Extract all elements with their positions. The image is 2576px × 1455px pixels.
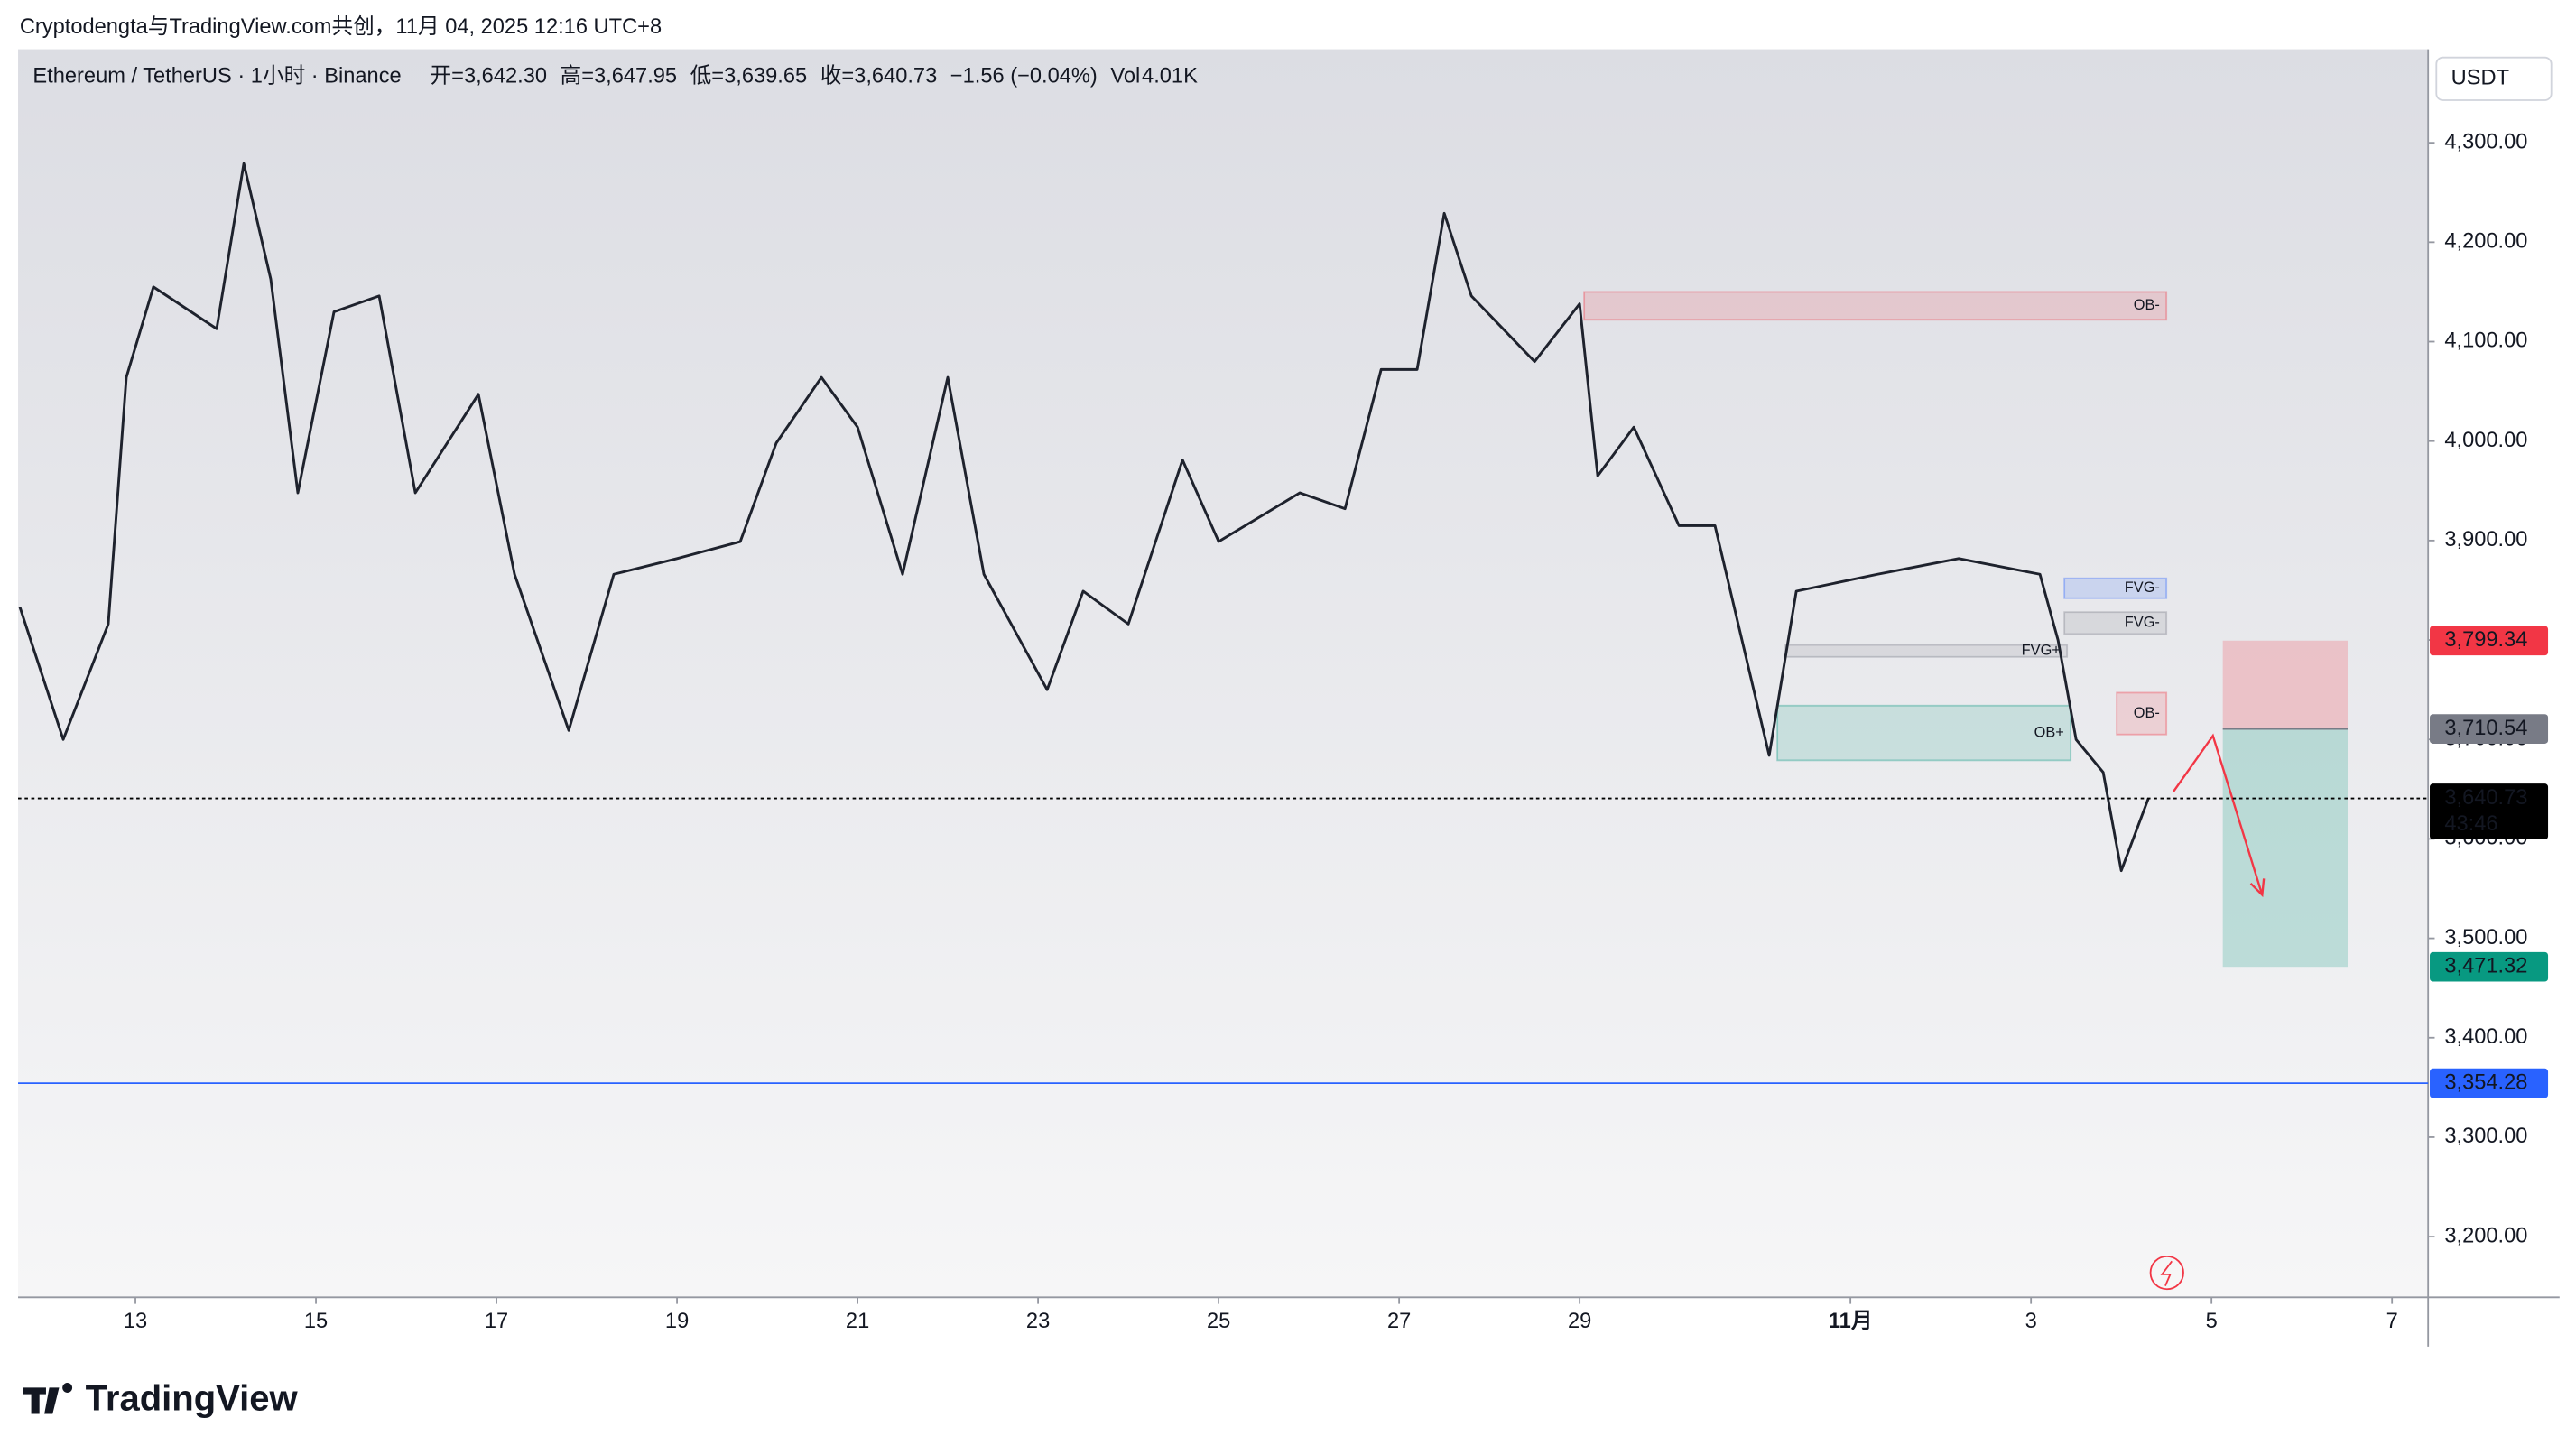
- x-tick-label: 11月: [1829, 1310, 1873, 1333]
- x-tick-label: 21: [846, 1310, 869, 1333]
- level-price-label: 3,354.28: [2444, 1070, 2527, 1094]
- ohlc-legend: −1.56 (−0.04%): [950, 65, 1098, 88]
- x-tick-label: 15: [304, 1310, 328, 1333]
- x-tick-label: 19: [665, 1310, 689, 1333]
- level-price-label: 3,710.54: [2444, 717, 2527, 740]
- y-tick-label: 4,100.00: [2444, 329, 2527, 353]
- volume-legend-label: Vol: [1110, 65, 1140, 88]
- logo: TradingView: [23, 1379, 299, 1419]
- y-tick-label: 3,300.00: [2444, 1125, 2527, 1148]
- y-tick-label: 3,500.00: [2444, 926, 2527, 950]
- y-tick-label: 3,900.00: [2444, 528, 2527, 551]
- replay-icon[interactable]: [2149, 1255, 2184, 1291]
- y-tick-label: 3,200.00: [2444, 1224, 2527, 1247]
- zone-label: FVG-: [2125, 615, 2160, 631]
- y-tick-label: 4,200.00: [2444, 230, 2527, 254]
- zone-label: OB-: [2134, 297, 2160, 313]
- x-tick-label: 3: [2025, 1310, 2037, 1333]
- level-price-tag: [2430, 1068, 2549, 1098]
- projection-arrow: [2173, 733, 2266, 898]
- volume-legend-value: 4.01K: [1142, 65, 1198, 88]
- zone: [1776, 704, 2072, 762]
- y-tick-label: 4,300.00: [2444, 130, 2527, 153]
- ohlc-legend: 收=3,640.73: [820, 64, 938, 88]
- zone-label: FVG-: [2125, 579, 2160, 596]
- zone: [2063, 577, 2168, 599]
- zone: [1583, 291, 2168, 321]
- level-price-tag: [2430, 951, 2549, 982]
- x-tick-label: 29: [1568, 1310, 1591, 1333]
- zone-label: FVG+: [2022, 642, 2061, 658]
- level-price-label: 3,640.73: [2444, 786, 2527, 810]
- currency-button[interactable]: [2435, 56, 2553, 101]
- ohlc-legend: 低=3,639.65: [690, 64, 808, 88]
- zone: [2063, 611, 2168, 635]
- logo-icon: [23, 1383, 73, 1414]
- replay-icon-bolt: [2160, 1260, 2173, 1286]
- x-tick-label: 5: [2206, 1310, 2218, 1333]
- y-tick-label: 3,400.00: [2444, 1025, 2527, 1049]
- symbol-legend: Ethereum / TetherUS · 1小时 · Binance: [32, 64, 401, 88]
- plot-background: [18, 49, 2429, 1298]
- level-price-label: 3,799.34: [2444, 628, 2527, 652]
- zone: [2116, 691, 2168, 736]
- level-price-tag: [2430, 783, 2549, 840]
- position-target: [2222, 728, 2348, 968]
- level-countdown: 43:46: [2444, 812, 2497, 836]
- currency-button-label[interactable]: USDT: [2451, 67, 2509, 90]
- x-tick-label: 27: [1387, 1310, 1411, 1333]
- logo-text: TradingView: [86, 1379, 299, 1419]
- position-stop: [2222, 640, 2348, 729]
- y-tick-label: 4,000.00: [2444, 429, 2527, 452]
- zone-label: OB+: [2034, 724, 2064, 740]
- zone-label: OB-: [2134, 705, 2160, 721]
- x-tick-label: 7: [2386, 1310, 2398, 1333]
- x-tick-label: 25: [1207, 1310, 1230, 1333]
- price-line: [18, 162, 2150, 873]
- header: Cryptodengta与TradingView.com共创，11月 04, 2…: [20, 14, 662, 39]
- x-tick-label: 23: [1026, 1310, 1050, 1333]
- ohlc-legend: 开=3,642.30: [431, 65, 548, 88]
- x-tick-label: 13: [124, 1310, 147, 1333]
- level-price-label: 3,471.32: [2444, 954, 2527, 978]
- ohlc-legend: 高=3,647.95: [561, 64, 678, 88]
- level-price-tag: [2430, 714, 2549, 744]
- x-tick-label: 17: [485, 1310, 508, 1333]
- level-price-tag: [2430, 626, 2549, 656]
